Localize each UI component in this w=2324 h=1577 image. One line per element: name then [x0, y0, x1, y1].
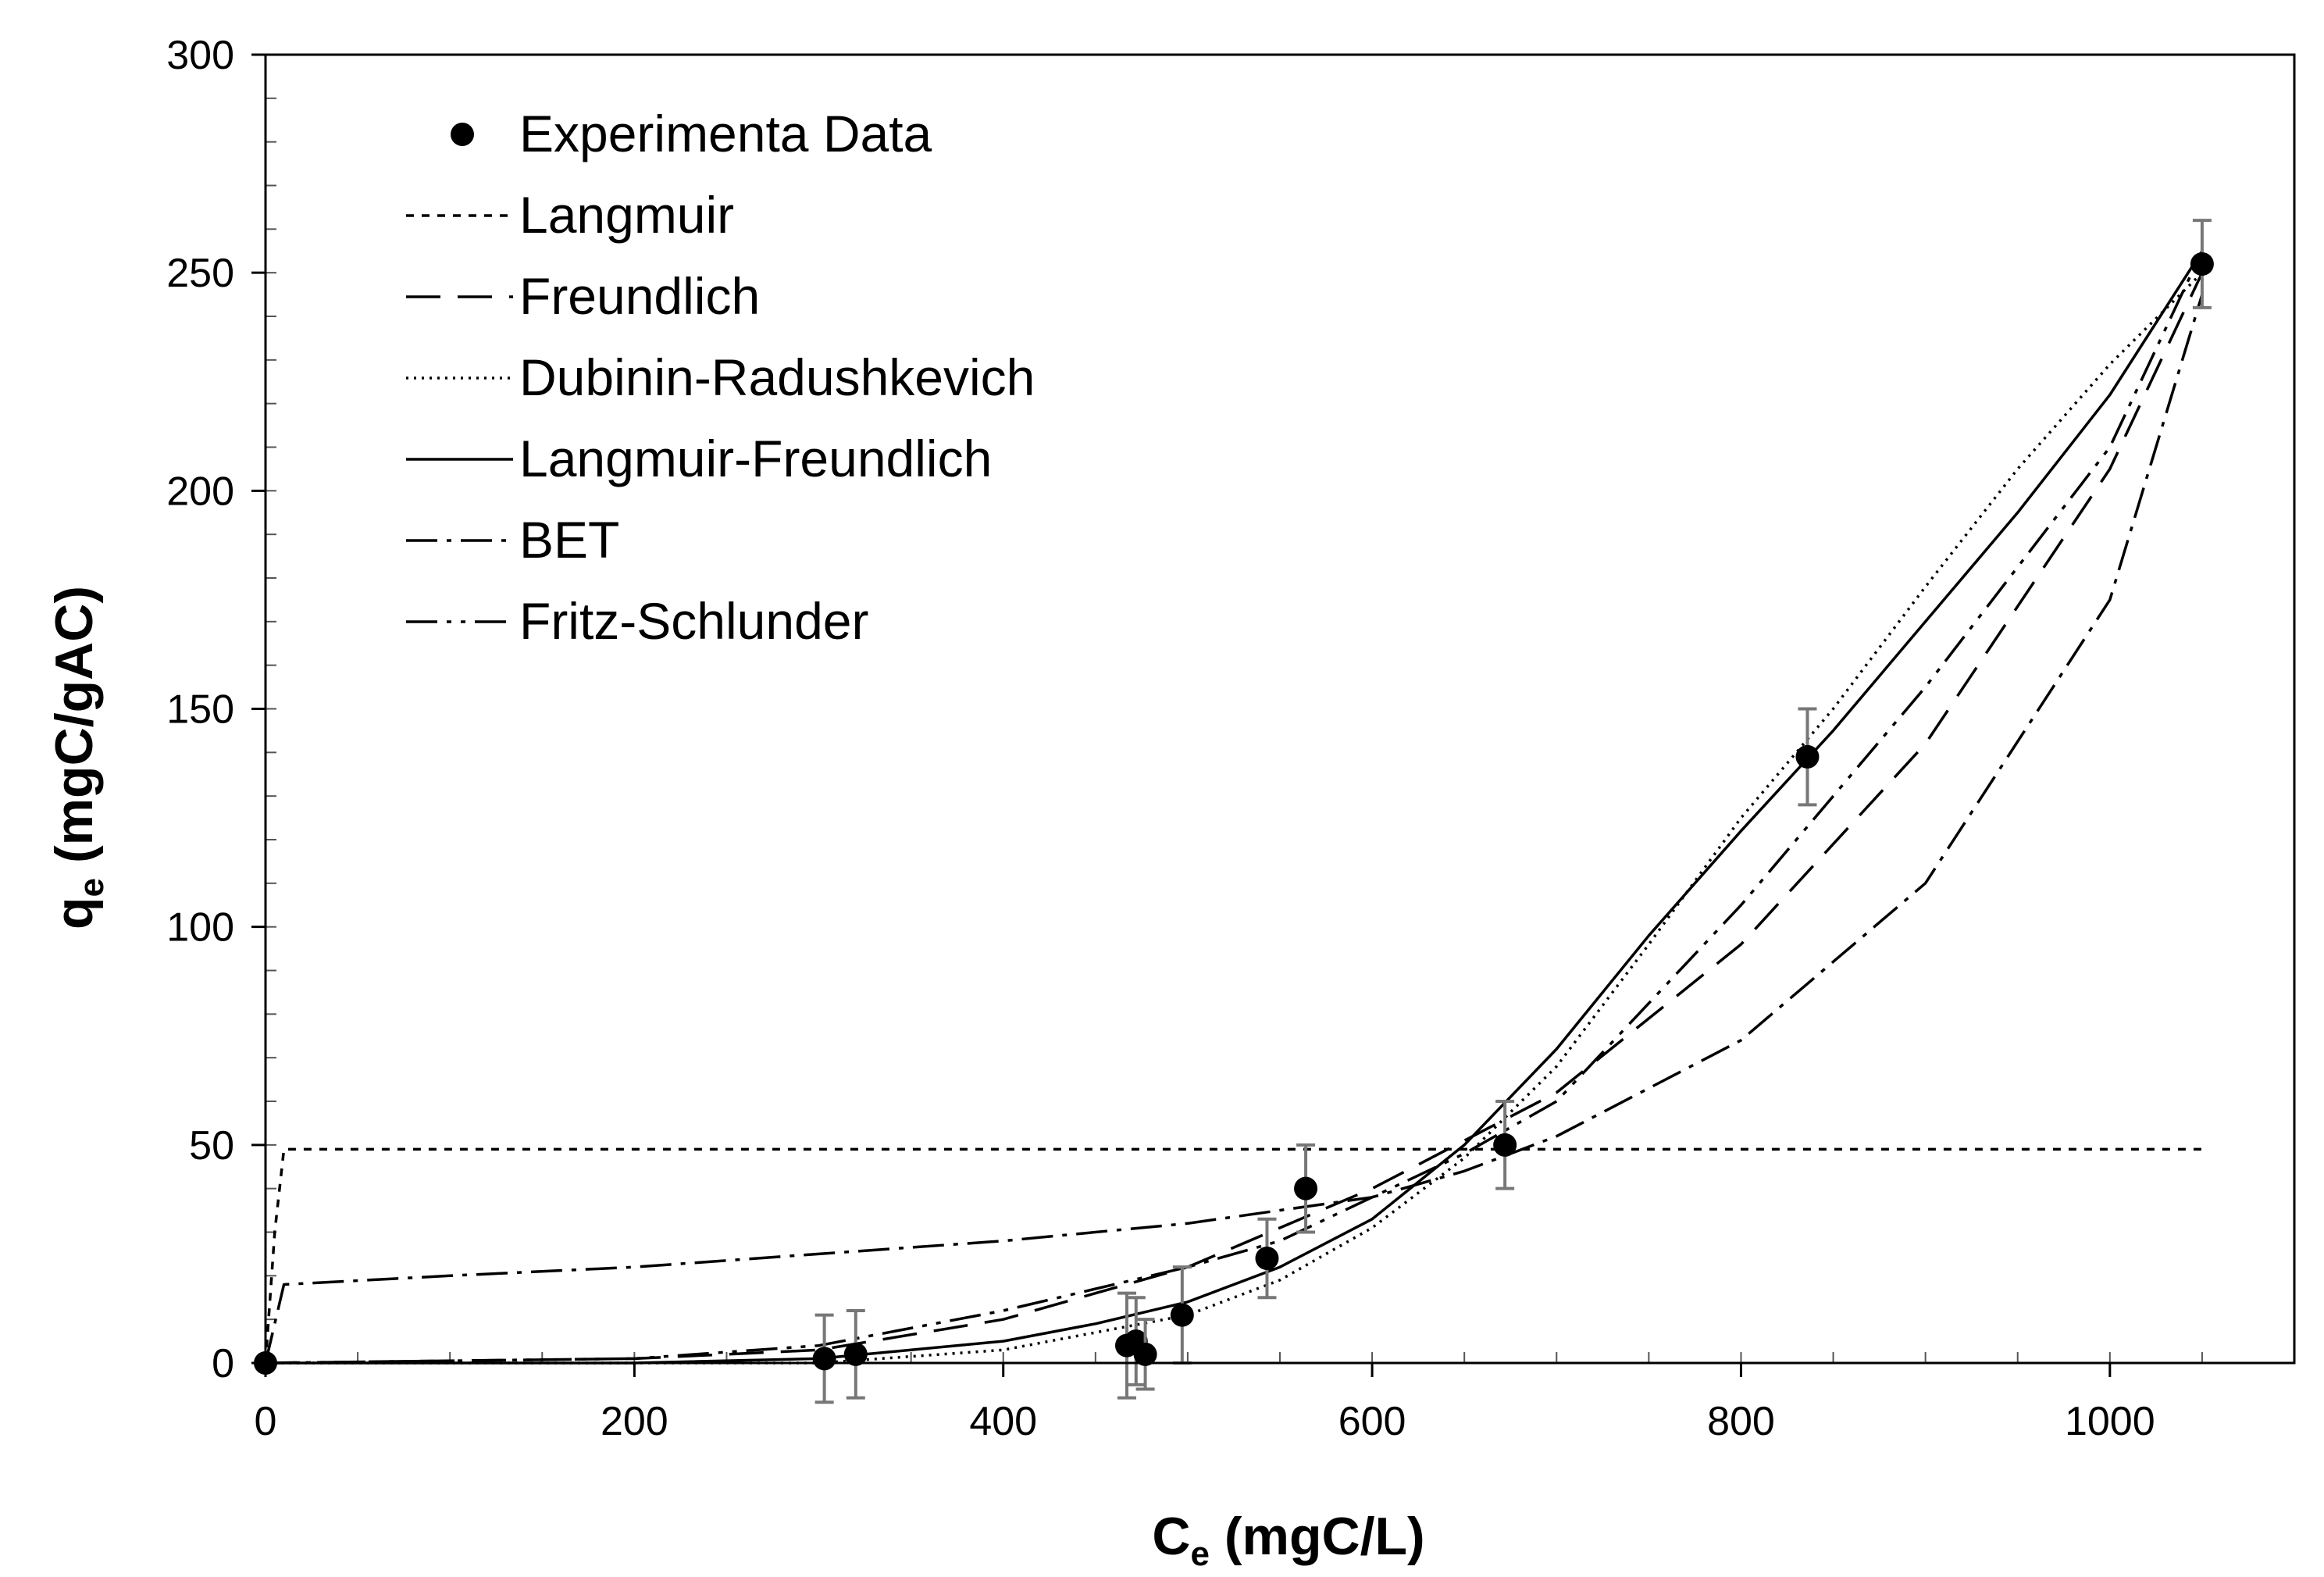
legend-label-dubinin-radushkevich: Dubinin-Radushkevich	[519, 348, 1035, 406]
x-axis-title-main: C	[1152, 1507, 1190, 1566]
experimenta-data-group	[254, 219, 2214, 1404]
major-ticks	[251, 53, 2112, 1377]
series-layer	[254, 219, 2214, 1404]
data-point	[1170, 1303, 1194, 1327]
data-point	[843, 1342, 868, 1366]
legend-label-langmuir-freundlich: Langmuir-Freundlich	[519, 430, 992, 487]
langmuir-line	[264, 1147, 2202, 1364]
legend-label-fritz-schlunder: Fritz-Schlunder	[519, 592, 868, 650]
y-tick-label: 100	[166, 905, 234, 951]
legend-label-freundlich: Freundlich	[519, 267, 760, 325]
legend-label-bet: BET	[519, 511, 619, 569]
x-tick-label: 0	[255, 1399, 277, 1444]
y-tick-label: 150	[166, 687, 234, 733]
x-tick-label: 1000	[2065, 1399, 2155, 1444]
data-point	[2190, 252, 2214, 276]
y-tick-label: 50	[189, 1123, 234, 1168]
x-tick-labels: 0 200 400 600 800 1000	[255, 1399, 2155, 1444]
y-tick-label: 300	[166, 33, 234, 78]
data-point	[1255, 1247, 1279, 1270]
x-tick-label: 600	[1338, 1399, 1406, 1444]
data-point	[1493, 1133, 1517, 1157]
legend-marker-experimenta-data	[451, 123, 474, 146]
legend-label-langmuir: Langmuir	[519, 186, 734, 244]
data-point	[1294, 1176, 1318, 1201]
x-axis-title-unit: (mgC/L)	[1210, 1507, 1425, 1566]
langmuir-freundlich-line	[266, 250, 2204, 1365]
y-axis-title-sub: e	[73, 878, 111, 897]
y-axis-title-unit: (mgC/gAC)	[45, 586, 104, 878]
data-point	[1133, 1342, 1157, 1366]
y-axis-title: qe (mgC/gAC)	[45, 586, 111, 929]
data-point	[1795, 744, 1820, 769]
x-tick-label: 800	[1707, 1399, 1775, 1444]
y-axis-title-main: q	[45, 897, 104, 929]
x-axis-title-sub: e	[1190, 1535, 1209, 1573]
bet-line	[264, 294, 2204, 1364]
legend: Experimenta Data Langmuir Freundlich Dubini…	[406, 105, 1035, 650]
x-tick-label: 400	[969, 1399, 1037, 1444]
y-tick-label: 250	[166, 251, 234, 296]
x-tick-label: 200	[601, 1399, 668, 1444]
x-axis-title: Ce (mgC/L)	[1152, 1507, 1424, 1573]
fritz-schlunder-line	[265, 250, 2204, 1365]
y-tick-labels: 0 50 100 150 200 250 300	[166, 33, 234, 1386]
legend-label-experimenta-data: Experimenta Data	[519, 105, 932, 162]
data-point	[812, 1347, 836, 1371]
y-tick-label: 200	[166, 469, 234, 514]
y-tick-label: 0	[212, 1341, 234, 1386]
freundlich-line	[265, 272, 2204, 1365]
